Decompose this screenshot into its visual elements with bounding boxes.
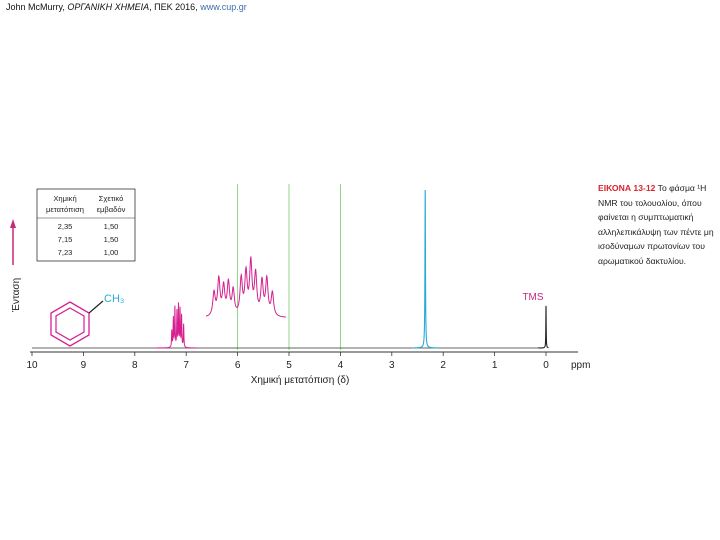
x-tick-label: 5 bbox=[286, 360, 292, 371]
x-tick-label: 1 bbox=[492, 360, 498, 371]
y-axis-label: Ένταση bbox=[11, 278, 22, 313]
aromatic-expansion-trace bbox=[205, 255, 286, 318]
x-unit-label: ppm bbox=[571, 360, 590, 371]
figure-caption-text: Το φάσμα ¹H NMR του τολουολίου, όπου φαί… bbox=[598, 183, 714, 266]
figure-caption: ΕΙΚΟΝΑ 13-12 Το φάσμα ¹H NMR του τολουολ… bbox=[598, 181, 716, 269]
table-cell: 2,35 bbox=[58, 222, 73, 231]
aromatic-peak bbox=[155, 302, 197, 349]
figure-number: ΕΙΚΟΝΑ 13-12 bbox=[598, 183, 656, 193]
table-header-area-line2: εμβαδόν bbox=[97, 205, 126, 214]
x-tick-label: 6 bbox=[235, 360, 241, 371]
benzene-inner-ring bbox=[55, 307, 85, 341]
table-header-shift-line2: μετατόπιση bbox=[46, 205, 84, 214]
toluene-structure: CH₃ bbox=[50, 293, 124, 347]
table-cell: 7,15 bbox=[58, 235, 73, 244]
table-cell: 1,50 bbox=[104, 235, 119, 244]
header-url-link[interactable]: www.cup.gr bbox=[200, 2, 247, 12]
x-tick-label: 10 bbox=[26, 360, 38, 371]
gridlines bbox=[237, 184, 341, 350]
table-header-area-line1: Σχετικό bbox=[99, 194, 124, 203]
tms-label: TMS bbox=[522, 292, 543, 303]
x-tick-label: 8 bbox=[132, 360, 138, 371]
x-tick-label: 9 bbox=[81, 360, 87, 371]
x-tick-label: 3 bbox=[389, 360, 395, 371]
header-author: John McMurry, bbox=[6, 2, 65, 12]
table-cell: 1,50 bbox=[104, 222, 119, 231]
x-axis-title: Χημική μετατόπιση (δ) bbox=[251, 374, 350, 386]
table-border bbox=[36, 188, 136, 262]
x-tick-labels: 10 9 8 7 6 5 4 3 2 1 0 bbox=[26, 360, 549, 371]
plot-area bbox=[30, 182, 580, 352]
header-publisher: , ΠΕΚ 2016, bbox=[149, 2, 198, 12]
tms-peak bbox=[538, 305, 549, 349]
y-axis-arrow bbox=[10, 219, 16, 265]
x-tick-label: 2 bbox=[440, 360, 446, 371]
header-book-title: ΟΡΓΑΝΙΚΗ ΧΗΜΕΙΑ bbox=[67, 2, 150, 12]
x-tick-label: 0 bbox=[543, 360, 549, 371]
shift-area-table: Χημική μετατόπιση Σχετικό εμβαδόν 2,35 1… bbox=[36, 188, 136, 262]
page-header: John McMurry, ΟΡΓΑΝΙΚΗ ΧΗΜΕΙΑ, ΠΕΚ 2016,… bbox=[6, 2, 247, 12]
spectrum-traces bbox=[32, 189, 549, 349]
table-header-shift-line1: Χημική bbox=[53, 194, 76, 203]
x-tick-label: 4 bbox=[338, 360, 344, 371]
table-cell: 1,00 bbox=[104, 248, 119, 257]
table-cell: 7,23 bbox=[58, 248, 73, 257]
methyl-group-label: CH₃ bbox=[104, 293, 124, 305]
methyl-bond bbox=[88, 300, 104, 314]
x-axis-ticks bbox=[31, 352, 547, 356]
methyl-peak bbox=[412, 189, 439, 349]
x-tick-label: 7 bbox=[183, 360, 189, 371]
